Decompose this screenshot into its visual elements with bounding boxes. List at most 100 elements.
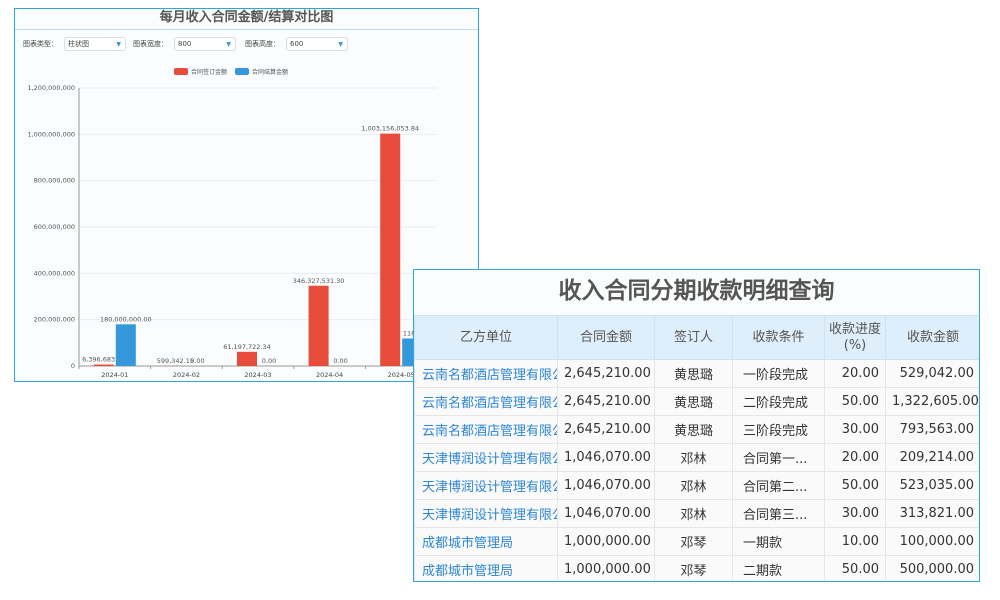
data-label: 0.00	[262, 357, 276, 365]
table-row[interactable]: 天津博润设计管理有限公 1,046,070.00 邓林 合同第一... 20.00 209…	[414, 443, 979, 472]
table-cell: 793,563.00	[885, 415, 979, 444]
chart-type-control: 图表类型： 柱状图 ▼	[23, 37, 126, 51]
y-tick-label: 1,000,000,000	[27, 130, 75, 138]
table-cell: 邓林	[654, 471, 733, 500]
data-label: 180,000,000.00	[100, 315, 152, 323]
table-cell: 10.00	[824, 527, 886, 556]
table-row[interactable]: 成都城市管理局 1,000,000.00 邓琴 一期款 10.00 100,000.00	[414, 527, 979, 556]
table-cell: 523,035.00	[885, 471, 979, 500]
table-title: 收入合同分期收款明细查询	[558, 278, 835, 304]
table-row[interactable]: 成都城市管理局 1,000,000.00 邓琴 二期款 50.00 500,000.00	[414, 555, 979, 581]
payment-table: 乙方单位 合同金额 签订人 收款条件 收款进度(%) 收款金额 云南名都酒店管理有限公 2,…	[414, 315, 979, 581]
table-row[interactable]: 云南名都酒店管理有限公 2,645,210.00 黄思璐 一阶段完成 20.00 529,…	[414, 359, 979, 388]
column-header[interactable]: 收款进度(%)	[824, 315, 886, 360]
chart-type-select[interactable]: 柱状图 ▼	[64, 37, 126, 51]
data-label: 346,327,531.30	[293, 277, 345, 285]
column-header[interactable]: 签订人	[654, 315, 733, 360]
table-cell: 2,645,210.00	[557, 415, 655, 444]
bar-chart: 0 200,000,000 400,000,000 600,000,000 800,00…	[27, 84, 437, 379]
table-cell: 一期款	[732, 527, 825, 556]
data-label: 118,9	[403, 329, 422, 337]
company-link[interactable]: 云南名都酒店管理有限公	[414, 415, 558, 444]
chart-height-control: 图表高度： 600 ▼	[245, 37, 348, 51]
x-tick-label: 2024-05	[388, 371, 415, 379]
table-cell: 500,000.00	[885, 555, 979, 581]
legend-swatch	[174, 68, 188, 75]
column-header[interactable]: 合同金额	[557, 315, 655, 360]
table-row[interactable]: 云南名都酒店管理有限公 2,645,210.00 黄思璐 三阶段完成 30.00 793,…	[414, 415, 979, 444]
table-cell: 黄思璐	[654, 387, 733, 416]
y-tick-label: 1,200,000,000	[27, 84, 75, 92]
table-cell: 2,645,210.00	[557, 359, 655, 388]
company-link[interactable]: 云南名都酒店管理有限公	[414, 359, 558, 388]
column-header[interactable]: 收款条件	[732, 315, 825, 360]
legend-item-signed[interactable]: 合同签订金额	[174, 67, 227, 76]
x-tick-label: 2024-02	[173, 371, 200, 379]
chart-height-label: 图表高度：	[245, 40, 280, 48]
table-cell: 邓林	[654, 499, 733, 528]
table-cell: 1,000,000.00	[557, 555, 655, 581]
table-cell: 1,046,070.00	[557, 499, 655, 528]
data-label: 61,197,722.34	[223, 343, 271, 351]
table-cell: 黄思璐	[654, 415, 733, 444]
table-cell: 50.00	[824, 555, 886, 581]
company-link[interactable]: 天津博润设计管理有限公	[414, 499, 558, 528]
table-cell: 209,214.00	[885, 443, 979, 472]
chart-panel: 每月收入合同金额/结算对比图 图表类型： 柱状图 ▼ 图表宽度： 800 ▼ 图表高…	[14, 8, 479, 382]
table-cell: 合同第三...	[732, 499, 825, 528]
table-cell: 1,046,070.00	[557, 443, 655, 472]
table-cell: 一阶段完成	[732, 359, 825, 388]
column-header[interactable]: 收款金额	[885, 315, 979, 360]
y-tick-label: 800,000,000	[34, 177, 75, 185]
chevron-down-icon: ▼	[338, 41, 343, 48]
x-tick-label: 2024-04	[316, 371, 343, 379]
data-label: 6,396,683.50	[82, 356, 125, 364]
legend-item-settled[interactable]: 合同结算金额	[235, 67, 288, 76]
table-cell: 50.00	[824, 471, 886, 500]
table-cell: 合同第一...	[732, 443, 825, 472]
chart-height-select[interactable]: 600 ▼	[286, 37, 348, 51]
chevron-down-icon: ▼	[226, 41, 231, 48]
data-label: 1,003,156,053.84	[361, 125, 419, 133]
chart-width-value: 800	[178, 40, 192, 48]
table-cell: 50.00	[824, 387, 886, 416]
x-tick-label: 2024-03	[244, 371, 271, 379]
company-link[interactable]: 云南名都酒店管理有限公	[414, 387, 558, 416]
y-tick-label: 200,000,000	[34, 316, 75, 324]
table-cell: 2,645,210.00	[557, 387, 655, 416]
bar-settled	[115, 324, 136, 366]
chevron-down-icon: ▼	[116, 41, 121, 48]
company-link[interactable]: 成都城市管理局	[414, 527, 558, 556]
column-header[interactable]: 乙方单位	[414, 315, 558, 360]
table-cell: 邓林	[654, 443, 733, 472]
data-label: 0.00	[190, 357, 204, 365]
legend-label: 合同签订金额	[191, 69, 228, 76]
y-tick-label: 400,000,000	[34, 269, 75, 277]
table-cell: 黄思璐	[654, 359, 733, 388]
company-link[interactable]: 天津博润设计管理有限公	[414, 443, 558, 472]
table-cell: 30.00	[824, 415, 886, 444]
chart-width-select[interactable]: 800 ▼	[174, 37, 236, 51]
chart-height-value: 600	[290, 40, 304, 48]
bar-signed	[93, 364, 114, 366]
chart-width-label: 图表宽度：	[133, 40, 168, 48]
table-cell: 二阶段完成	[732, 387, 825, 416]
table-cell: 合同第二...	[732, 471, 825, 500]
company-link[interactable]: 天津博润设计管理有限公	[414, 471, 558, 500]
table-cell: 1,046,070.00	[557, 471, 655, 500]
table-cell: 529,042.00	[885, 359, 979, 388]
table-row[interactable]: 天津博润设计管理有限公 1,046,070.00 邓林 合同第二... 50.00 523…	[414, 471, 979, 500]
table-row[interactable]: 云南名都酒店管理有限公 2,645,210.00 黄思璐 二阶段完成 50.00 1,32…	[414, 387, 979, 416]
table-cell: 三阶段完成	[732, 415, 825, 444]
table-row[interactable]: 天津博润设计管理有限公 1,046,070.00 邓林 合同第三... 30.00 313…	[414, 499, 979, 528]
y-tick-label: 0	[71, 362, 75, 370]
table-cell: 100,000.00	[885, 527, 979, 556]
data-label: 599,342.15	[157, 357, 194, 365]
table-panel: 收入合同分期收款明细查询 乙方单位 合同金额 签订人 收款条件 收款进度(%) 收款金额 …	[413, 269, 980, 582]
company-link[interactable]: 成都城市管理局	[414, 555, 558, 581]
bar-signed	[237, 351, 257, 366]
y-tick-label: 600,000,000	[34, 223, 75, 231]
table-cell: 邓琴	[654, 555, 733, 581]
table-cell: 邓琴	[654, 527, 733, 556]
data-label: 0.00	[333, 357, 347, 365]
